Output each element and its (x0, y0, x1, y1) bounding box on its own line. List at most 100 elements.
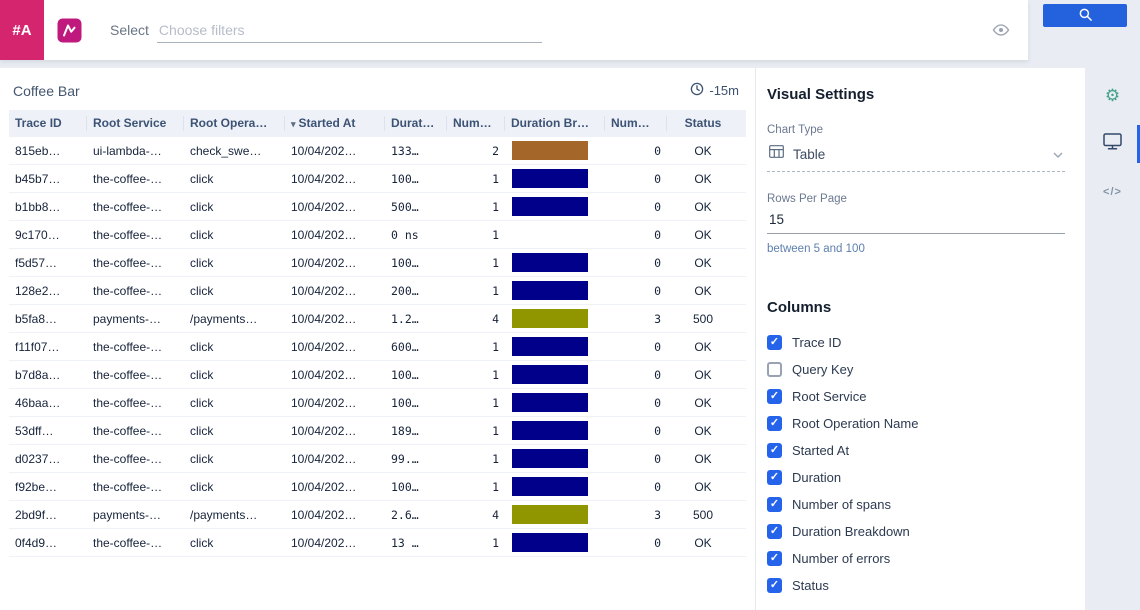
cell-num-errors: 0 (654, 227, 661, 242)
rows-per-page-label: Rows Per Page (767, 193, 847, 205)
sort-caret-icon[interactable]: ▾ (291, 119, 296, 129)
table-row[interactable]: f11f07… the-coffee-… click 10/04/202… 60… (9, 333, 746, 361)
column-toggle-item[interactable]: ✓ Number of spans (767, 491, 1065, 518)
cell-status: OK (694, 171, 712, 186)
column-checkbox[interactable]: ✓ (767, 524, 782, 539)
cell-num-errors: 0 (654, 339, 661, 354)
column-checkbox[interactable]: ✓ (767, 470, 782, 485)
duration-bar (512, 533, 588, 552)
cell-status: OK (694, 535, 712, 550)
col-header-num-errors[interactable]: Num… (605, 116, 667, 131)
cell-started-at: 10/04/202… (291, 535, 357, 550)
column-checkbox[interactable]: ✓ (767, 443, 782, 458)
cell-duration: 600… (391, 339, 419, 354)
eye-icon[interactable] (992, 23, 1010, 37)
column-toggle-item[interactable]: ✓ Status (767, 572, 1065, 599)
column-toggle-item[interactable]: ✓ Root Operation Name (767, 410, 1065, 437)
column-checkbox[interactable]: ✓ (767, 551, 782, 566)
cell-num-spans: 1 (492, 367, 499, 382)
col-header-started-at[interactable]: ▾ Started At (285, 116, 385, 131)
column-toggle-item[interactable]: ✓ Duration Breakdown (767, 518, 1065, 545)
table-row[interactable]: b7d8a… the-coffee-… click 10/04/202… 100… (9, 361, 746, 389)
gear-icon: ⚙ (1104, 86, 1121, 106)
cell-status: OK (694, 479, 712, 494)
cell-trace-id: b7d8a… (15, 367, 61, 382)
duration-bar (512, 309, 588, 328)
table-row[interactable]: 9c170… the-coffee-… click 10/04/202… 0 n… (9, 221, 746, 249)
col-header-root-operation[interactable]: Root Opera… (184, 116, 285, 131)
table-row[interactable]: f5d57… the-coffee-… click 10/04/202… 100… (9, 249, 746, 277)
chevron-down-icon (1053, 145, 1063, 163)
rows-per-page-input[interactable] (767, 205, 1065, 234)
code-view-button[interactable]: </> (1103, 180, 1122, 204)
column-checkbox[interactable]: ✓ (767, 497, 782, 512)
side-rail: ⚙ </> (1085, 68, 1140, 610)
display-view-button[interactable] (1103, 132, 1122, 156)
cell-duration: 133… (391, 143, 419, 158)
cell-root-service: ui-lambda-… (93, 143, 162, 158)
table-row[interactable]: f92be… the-coffee-… click 10/04/202… 100… (9, 473, 746, 501)
cell-duration-breakdown (505, 505, 605, 524)
cell-root-operation: click (190, 367, 214, 382)
cell-trace-id: 815eb… (15, 143, 61, 158)
check-icon: ✓ (769, 390, 780, 402)
column-label: Root Operation Name (792, 416, 919, 431)
table-chart-icon (769, 145, 784, 163)
cell-num-errors: 0 (654, 171, 661, 186)
cell-started-at: 10/04/202… (291, 143, 357, 158)
table-row[interactable]: 0f4d9… the-coffee-… click 10/04/202… 13 … (9, 529, 746, 557)
visual-settings-title: Visual Settings (767, 86, 875, 103)
cell-started-at: 10/04/202… (291, 367, 357, 382)
workspace-badge[interactable]: #A (0, 0, 44, 60)
cell-num-errors: 0 (654, 423, 661, 438)
table-row[interactable]: b45b7… the-coffee-… click 10/04/202… 100… (9, 165, 746, 193)
col-header-root-service[interactable]: Root Service (87, 116, 184, 131)
column-checkbox[interactable]: ✓ (767, 416, 782, 431)
time-range[interactable]: -15m (690, 82, 739, 99)
cell-started-at: 10/04/202… (291, 283, 357, 298)
column-toggle-item[interactable]: ✓ Query Key (767, 356, 1065, 383)
table-row[interactable]: 128e2… the-coffee-… click 10/04/202… 200… (9, 277, 746, 305)
cell-root-operation: check_swe… (190, 143, 262, 158)
column-toggle-item[interactable]: ✓ Root Service (767, 383, 1065, 410)
clock-icon (690, 82, 704, 99)
cell-status: OK (694, 143, 712, 158)
table-row[interactable]: b1bb8… the-coffee-… click 10/04/202… 500… (9, 193, 746, 221)
column-label: Duration (792, 470, 842, 485)
cell-root-operation: click (190, 339, 214, 354)
chart-type-select[interactable]: Table (767, 136, 1065, 172)
cell-trace-id: f5d57… (15, 255, 58, 270)
table-row[interactable]: 2bd9f… payments-… /payments… 10/04/202… … (9, 501, 746, 529)
rows-per-page-hint: between 5 and 100 (767, 243, 865, 255)
table-row[interactable]: d0237… the-coffee-… click 10/04/202… 99.… (9, 445, 746, 473)
column-checkbox[interactable]: ✓ (767, 389, 782, 404)
cell-duration-breakdown (505, 169, 605, 188)
cell-root-service: the-coffee-… (93, 367, 163, 382)
table-row[interactable]: 46baa… the-coffee-… click 10/04/202… 100… (9, 389, 746, 417)
column-checkbox[interactable]: ✓ (767, 362, 782, 377)
column-checkbox[interactable]: ✓ (767, 335, 782, 350)
settings-gear-button[interactable]: ⚙ (1105, 84, 1120, 108)
col-header-duration[interactable]: Durat… (385, 116, 447, 131)
table-row[interactable]: 815eb… ui-lambda-… check_swe… 10/04/202…… (9, 137, 746, 165)
column-toggle-item[interactable]: ✓ Number of errors (767, 545, 1065, 572)
table-row[interactable]: b5fa8… payments-… /payments… 10/04/202… … (9, 305, 746, 333)
table-row[interactable]: 53dff… the-coffee-… click 10/04/202… 189… (9, 417, 746, 445)
col-header-duration-breakdown[interactable]: Duration Br… (505, 116, 605, 131)
cell-trace-id: 9c170… (15, 227, 60, 242)
column-toggle-item[interactable]: ✓ Duration (767, 464, 1065, 491)
search-button[interactable] (1043, 4, 1127, 27)
cell-num-errors: 3 (654, 311, 661, 326)
filters-input[interactable] (156, 17, 542, 43)
column-toggle-item[interactable]: ✓ Trace ID (767, 329, 1065, 356)
col-header-trace-id[interactable]: Trace ID (9, 116, 87, 131)
col-header-num-spans[interactable]: Num… (447, 116, 505, 131)
app-logo-icon[interactable] (57, 18, 82, 43)
cell-num-spans: 1 (492, 395, 499, 410)
cell-root-service: the-coffee-… (93, 255, 163, 270)
active-tab-indicator (1137, 125, 1140, 163)
column-checkbox[interactable]: ✓ (767, 578, 782, 593)
cell-root-service: the-coffee-… (93, 199, 163, 214)
column-toggle-item[interactable]: ✓ Started At (767, 437, 1065, 464)
col-header-status[interactable]: Status (684, 116, 722, 130)
